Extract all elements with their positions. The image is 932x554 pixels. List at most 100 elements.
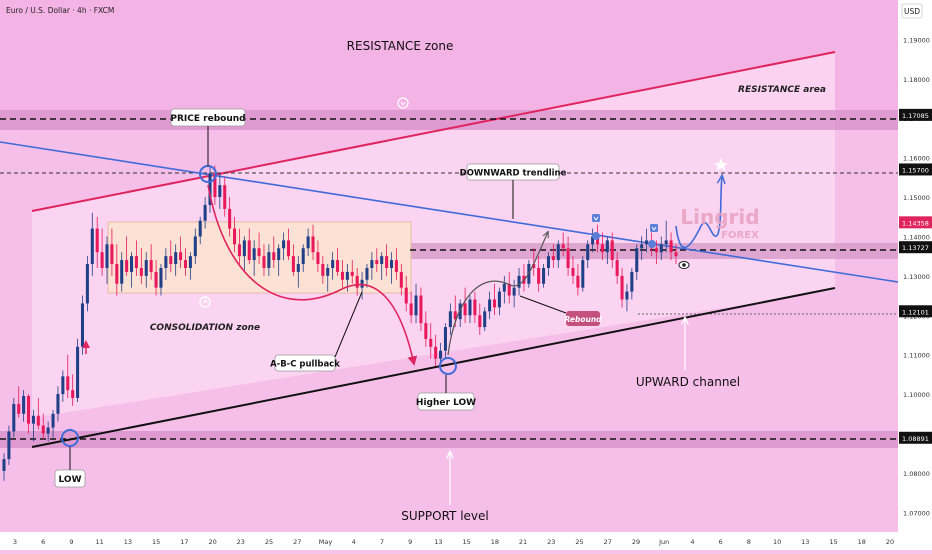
candle-body [326, 267, 330, 276]
candle-body [581, 260, 585, 288]
candle-body [22, 396, 26, 414]
price-tag-bg [899, 305, 932, 318]
candle-body [237, 244, 241, 257]
downward-trendline[interactable] [0, 141, 899, 283]
price-tick-label: 1.19000 [903, 36, 930, 44]
candle-body [2, 459, 6, 471]
candle-body [90, 228, 94, 265]
price-tick-label: 1.15000 [903, 194, 930, 202]
candle-body [110, 244, 114, 265]
time-tick-label: 29 [632, 538, 640, 546]
price-tick-label: 1.11000 [903, 352, 930, 360]
candle-body [336, 260, 340, 272]
candle-body [532, 264, 536, 268]
price-tag-label: 1.17085 [902, 112, 929, 120]
candle-body [625, 291, 629, 300]
candle-body [203, 204, 207, 221]
candle-body [365, 267, 369, 280]
candle-body [600, 244, 604, 253]
candle-body [419, 295, 423, 324]
candle-body [620, 275, 624, 300]
candle-body [546, 256, 550, 268]
candle-body [252, 248, 256, 261]
candle-body [645, 240, 649, 245]
symbol-title[interactable]: Euro / U.S. Dollar · 4h · FXCM [6, 6, 114, 15]
candle-body [389, 260, 394, 268]
candle-body [566, 248, 570, 268]
time-tick-label: 21 [519, 538, 527, 546]
label-upward-channel: UPWARD channel [636, 375, 740, 389]
candle-body [615, 260, 619, 276]
price-tag-label: 1.08891 [902, 435, 929, 443]
consolidation-box [107, 221, 412, 294]
time-tick-label: Jun [658, 538, 669, 546]
forecast-path [675, 176, 722, 249]
price-tick-label: 1.18000 [903, 76, 930, 84]
label-downward-trendline: DOWNWARD trendline [460, 169, 567, 179]
candle-body [659, 244, 663, 253]
candle-body [370, 260, 374, 268]
candle-body [71, 390, 75, 399]
candle-body [586, 244, 590, 261]
support-band [0, 431, 898, 448]
candle-body [247, 240, 251, 261]
candle-body [242, 240, 246, 257]
circle-arrow-up-icon [199, 296, 211, 308]
time-tick-label: 9 [69, 538, 73, 546]
candle-body [154, 271, 158, 288]
eye-icon [678, 261, 690, 269]
candle-body [576, 275, 580, 288]
candle-body [345, 271, 349, 280]
candle-body [331, 260, 335, 268]
candle-body [36, 415, 40, 426]
candle-body [267, 252, 271, 268]
candle-body [443, 327, 447, 351]
price-tags: 1.17085 1.15700 1.14358 1.13727 1.12101 1.088… [899, 108, 932, 444]
candle-body [640, 244, 644, 249]
candle-body [306, 236, 310, 249]
time-tick-label: 13 [434, 538, 442, 546]
candle-body [497, 291, 501, 308]
time-tick-label: 6 [719, 538, 723, 546]
channel-fill [32, 52, 835, 418]
candle-body [591, 236, 595, 245]
candle-body [551, 256, 555, 261]
time-tick-label: 25 [265, 538, 273, 546]
resistance-band [0, 110, 898, 130]
candle-body [66, 376, 70, 391]
abc-pullback-path [207, 184, 418, 366]
time-tick-label: 3 [13, 538, 17, 546]
time-tick-label: 15 [829, 538, 837, 546]
candle-body [174, 252, 178, 265]
candle-body [100, 252, 104, 268]
candle-body [380, 256, 384, 265]
label-abc-pullback: A-B-C pullback [270, 360, 340, 370]
candle-body [277, 248, 281, 261]
time-axis[interactable] [0, 532, 932, 550]
time-tick-label: 20 [886, 538, 894, 546]
down-marker-icon [592, 214, 600, 222]
time-tick-label: 17 [180, 538, 188, 546]
price-tag-label: 1.12101 [902, 308, 929, 316]
time-tick-label: 13 [801, 538, 809, 546]
time-tick-label: 20 [208, 538, 216, 546]
candle-body [635, 248, 639, 272]
candle-body [537, 267, 541, 284]
candle-body [610, 240, 614, 261]
candle-body [605, 240, 609, 253]
candle-body [664, 240, 668, 245]
price-tick-label: 1.16000 [903, 155, 930, 163]
upward-channel-line[interactable] [31, 287, 836, 448]
candle-body [488, 299, 492, 312]
candle-body [286, 240, 291, 257]
candle-body [394, 260, 398, 272]
label-price-rebound: PRICE rebound [170, 114, 245, 124]
candle-body [542, 267, 546, 284]
candle-body [56, 394, 60, 414]
time-tick-label: 18 [491, 538, 499, 546]
candle-body [233, 228, 237, 245]
resistance-line[interactable] [31, 51, 836, 212]
candle-body [144, 260, 148, 276]
